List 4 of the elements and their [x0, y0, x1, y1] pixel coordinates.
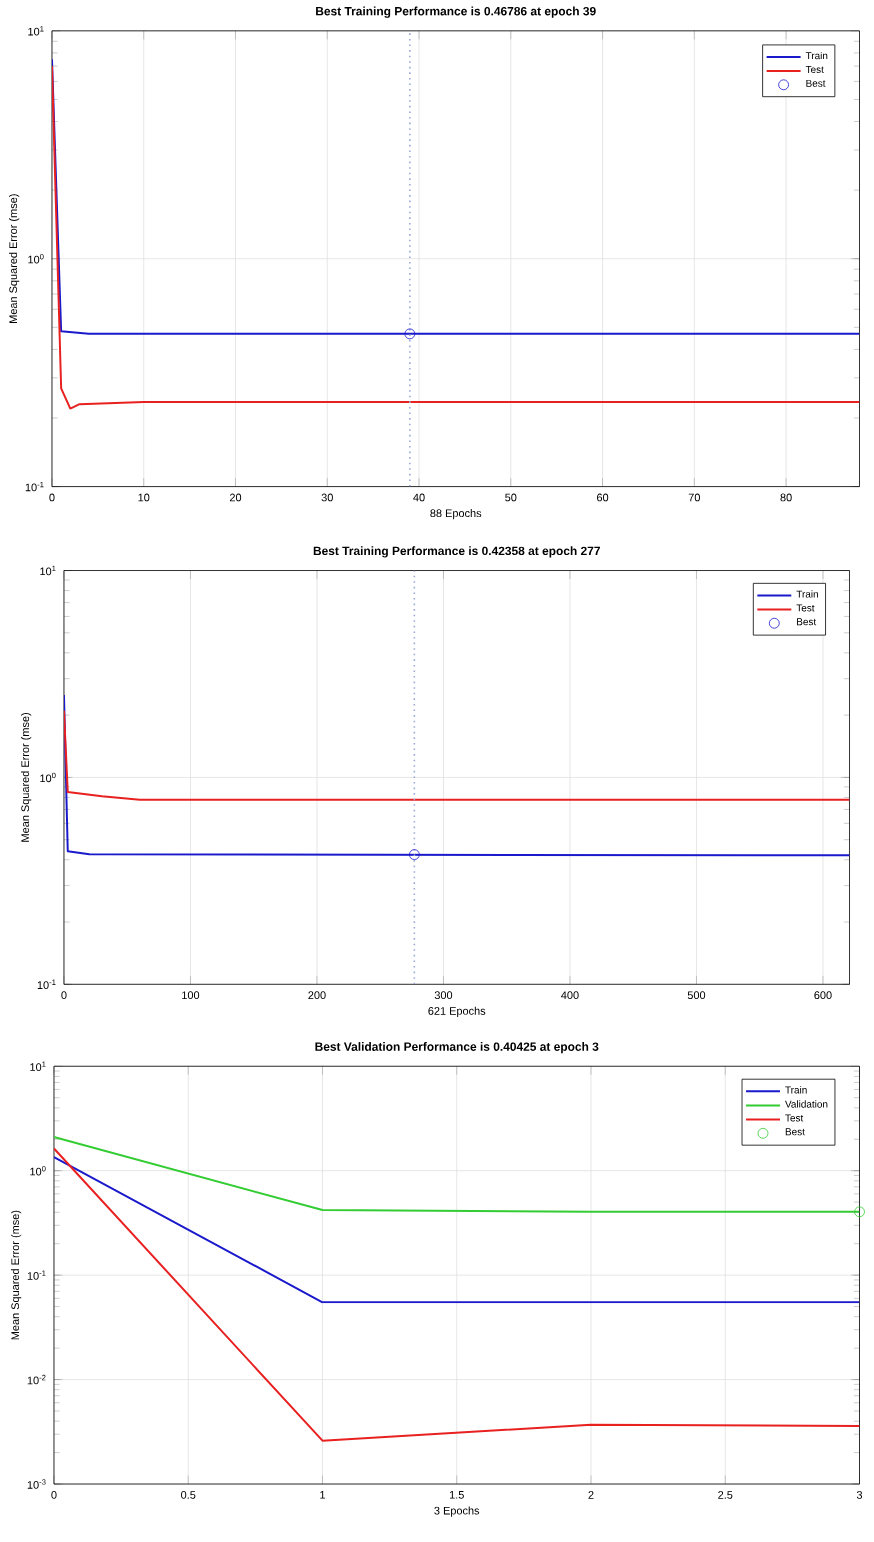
line-series	[64, 694, 850, 857]
line-series	[52, 65, 860, 410]
line-series	[54, 1147, 860, 1442]
line-series	[64, 709, 850, 801]
